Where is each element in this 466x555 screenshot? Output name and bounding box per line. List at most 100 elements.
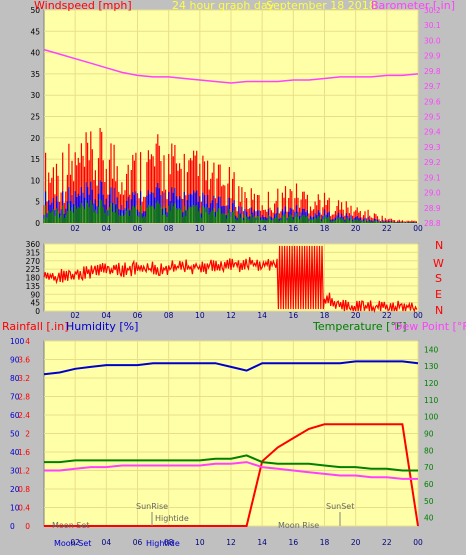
dir-y-tick-0: 0 bbox=[35, 307, 40, 316]
wind-y-tick-9: 45 bbox=[30, 27, 40, 36]
x-tick-label-2-5: 12 bbox=[226, 538, 236, 547]
temp-y-tick-10: 140 bbox=[424, 345, 439, 354]
wind-direction-line bbox=[43, 245, 418, 314]
direction-letter-s: S bbox=[435, 272, 442, 285]
wind-y-tick-8: 40 bbox=[30, 49, 40, 58]
rain-y-tick-4: 1.6 bbox=[18, 448, 30, 457]
x-tick-label-1-10: 22 bbox=[382, 311, 392, 320]
x-tick-label-1-1: 04 bbox=[102, 311, 112, 320]
x-tick-label-2-8: 18 bbox=[320, 538, 330, 547]
baro-y-tick-10: 29.8 bbox=[424, 67, 441, 76]
x-tick-label-2-7: 16 bbox=[289, 538, 299, 547]
rain-y-tick-7: 2.8 bbox=[18, 393, 30, 402]
humidity-y-tick-6: 60 bbox=[10, 411, 20, 420]
x-tick-label-0-7: 16 bbox=[289, 224, 299, 233]
baro-y-tick-2: 29.0 bbox=[424, 189, 441, 198]
moonrise-label: Moon Rise bbox=[278, 521, 319, 530]
temp-y-tick-6: 100 bbox=[424, 413, 439, 422]
baro-y-tick-14: 30.2 bbox=[424, 6, 441, 15]
barometer-label: Barometer [.in] bbox=[371, 0, 455, 12]
x-tick-label-0-6: 14 bbox=[257, 224, 267, 233]
baro-y-tick-3: 29.1 bbox=[424, 173, 441, 182]
x-tick-label-2-9: 20 bbox=[351, 538, 361, 547]
x-tick-label-1-2: 06 bbox=[133, 311, 143, 320]
temperature-label: Temperature [°F] bbox=[312, 320, 407, 333]
x-tick-label-0-2: 06 bbox=[133, 224, 143, 233]
dewpoint-line bbox=[44, 461, 418, 480]
wind-y-tick-4: 20 bbox=[30, 134, 40, 143]
x-tick-label-2-1: 04 bbox=[102, 538, 112, 547]
x-tick-label-0-1: 04 bbox=[102, 224, 112, 233]
humidity-y-tick-2: 20 bbox=[10, 485, 20, 494]
x-tick-label-2-11: 00 bbox=[413, 538, 423, 547]
humidity-line bbox=[43, 360, 419, 376]
baro-y-tick-12: 30.0 bbox=[424, 36, 441, 45]
baro-y-tick-8: 29.6 bbox=[424, 97, 441, 106]
rain-y-tick-2: 0.8 bbox=[18, 485, 30, 494]
baro-y-tick-6: 29.4 bbox=[424, 128, 441, 137]
humidity-y-tick-9: 90 bbox=[10, 356, 20, 365]
baro-y-tick-9: 29.7 bbox=[424, 82, 441, 91]
x-tick-label-2-2: 06 bbox=[133, 538, 143, 547]
baro-y-tick-5: 29.3 bbox=[424, 143, 441, 152]
dir-y-tick-4: 180 bbox=[26, 274, 41, 283]
dir-y-tick-1: 45 bbox=[30, 299, 40, 308]
rainfall-line bbox=[44, 423, 419, 527]
x-tick-label-2-3: 08 bbox=[164, 538, 174, 547]
wind-y-tick-6: 30 bbox=[30, 91, 40, 100]
wind-y-tick-10: 50 bbox=[30, 6, 40, 15]
x-tick-label-0-11: 00 bbox=[413, 224, 423, 233]
dir-y-tick-5: 225 bbox=[26, 265, 41, 274]
baro-y-tick-13: 30.1 bbox=[424, 21, 441, 30]
rain-y-tick-5: 2 bbox=[25, 430, 30, 439]
moonset-label-lower: Moon Set bbox=[54, 539, 91, 548]
temp-y-tick-0: 40 bbox=[424, 514, 434, 523]
dir-y-tick-2: 90 bbox=[30, 290, 40, 299]
temp-y-tick-7: 110 bbox=[424, 396, 439, 405]
rain-y-tick-1: 0.4 bbox=[18, 504, 30, 513]
hightide-label-lower: Hightide bbox=[146, 539, 180, 548]
baro-y-tick-7: 29.5 bbox=[424, 113, 441, 122]
windspeed-max-bars bbox=[43, 128, 417, 223]
graph-title: 24 hour graph day bbox=[172, 0, 275, 12]
temp-y-tick-1: 50 bbox=[424, 497, 434, 506]
humidity-y-tick-0: 0 bbox=[10, 522, 15, 531]
moonset-label-upper: Moon Set bbox=[52, 521, 89, 530]
x-tick-label-0-5: 12 bbox=[226, 224, 236, 233]
humidity-y-tick-1: 10 bbox=[10, 504, 20, 513]
baro-y-tick-4: 29.2 bbox=[424, 158, 441, 167]
direction-letter-n-bottom: N bbox=[435, 304, 443, 317]
humidity-y-tick-3: 30 bbox=[10, 467, 20, 476]
x-tick-label-1-7: 16 bbox=[289, 311, 299, 320]
x-tick-label-0-3: 08 bbox=[164, 224, 174, 233]
temperature-line bbox=[44, 454, 418, 472]
x-tick-label-2-0: 02 bbox=[70, 538, 80, 547]
x-tick-label-1-6: 14 bbox=[257, 311, 267, 320]
dir-y-tick-8: 360 bbox=[26, 240, 41, 249]
x-tick-label-2-10: 22 bbox=[382, 538, 392, 547]
x-tick-label-1-0: 02 bbox=[70, 311, 80, 320]
sunset-label: SunSet bbox=[326, 502, 354, 511]
temp-y-tick-4: 80 bbox=[424, 446, 434, 455]
wind-y-tick-3: 15 bbox=[30, 155, 40, 164]
temp-y-tick-2: 60 bbox=[424, 480, 434, 489]
humidity-y-tick-4: 40 bbox=[10, 448, 20, 457]
rain-y-tick-6: 2.4 bbox=[18, 411, 30, 420]
hightide-label-upper: Hightide bbox=[155, 514, 189, 523]
dir-y-tick-7: 315 bbox=[26, 248, 41, 257]
baro-y-tick-1: 28.9 bbox=[424, 204, 441, 213]
wind-y-tick-5: 25 bbox=[30, 113, 40, 122]
humidity-label: Humidity [%] bbox=[66, 320, 138, 333]
temp-y-tick-9: 130 bbox=[424, 362, 439, 371]
x-tick-label-1-5: 12 bbox=[226, 311, 236, 320]
x-tick-label-2-6: 14 bbox=[257, 538, 267, 547]
x-tick-label-1-11: 00 bbox=[413, 311, 423, 320]
windspeed-low-bars bbox=[43, 199, 417, 223]
humidity-y-tick-5: 50 bbox=[10, 430, 20, 439]
graph-date: September 18 2018 bbox=[266, 0, 376, 12]
baro-y-tick-11: 29.9 bbox=[424, 52, 441, 61]
dir-y-tick-3: 135 bbox=[26, 282, 41, 291]
wind-y-tick-1: 5 bbox=[35, 198, 40, 207]
rainfall-label: Rainfall [.in] bbox=[2, 320, 69, 333]
